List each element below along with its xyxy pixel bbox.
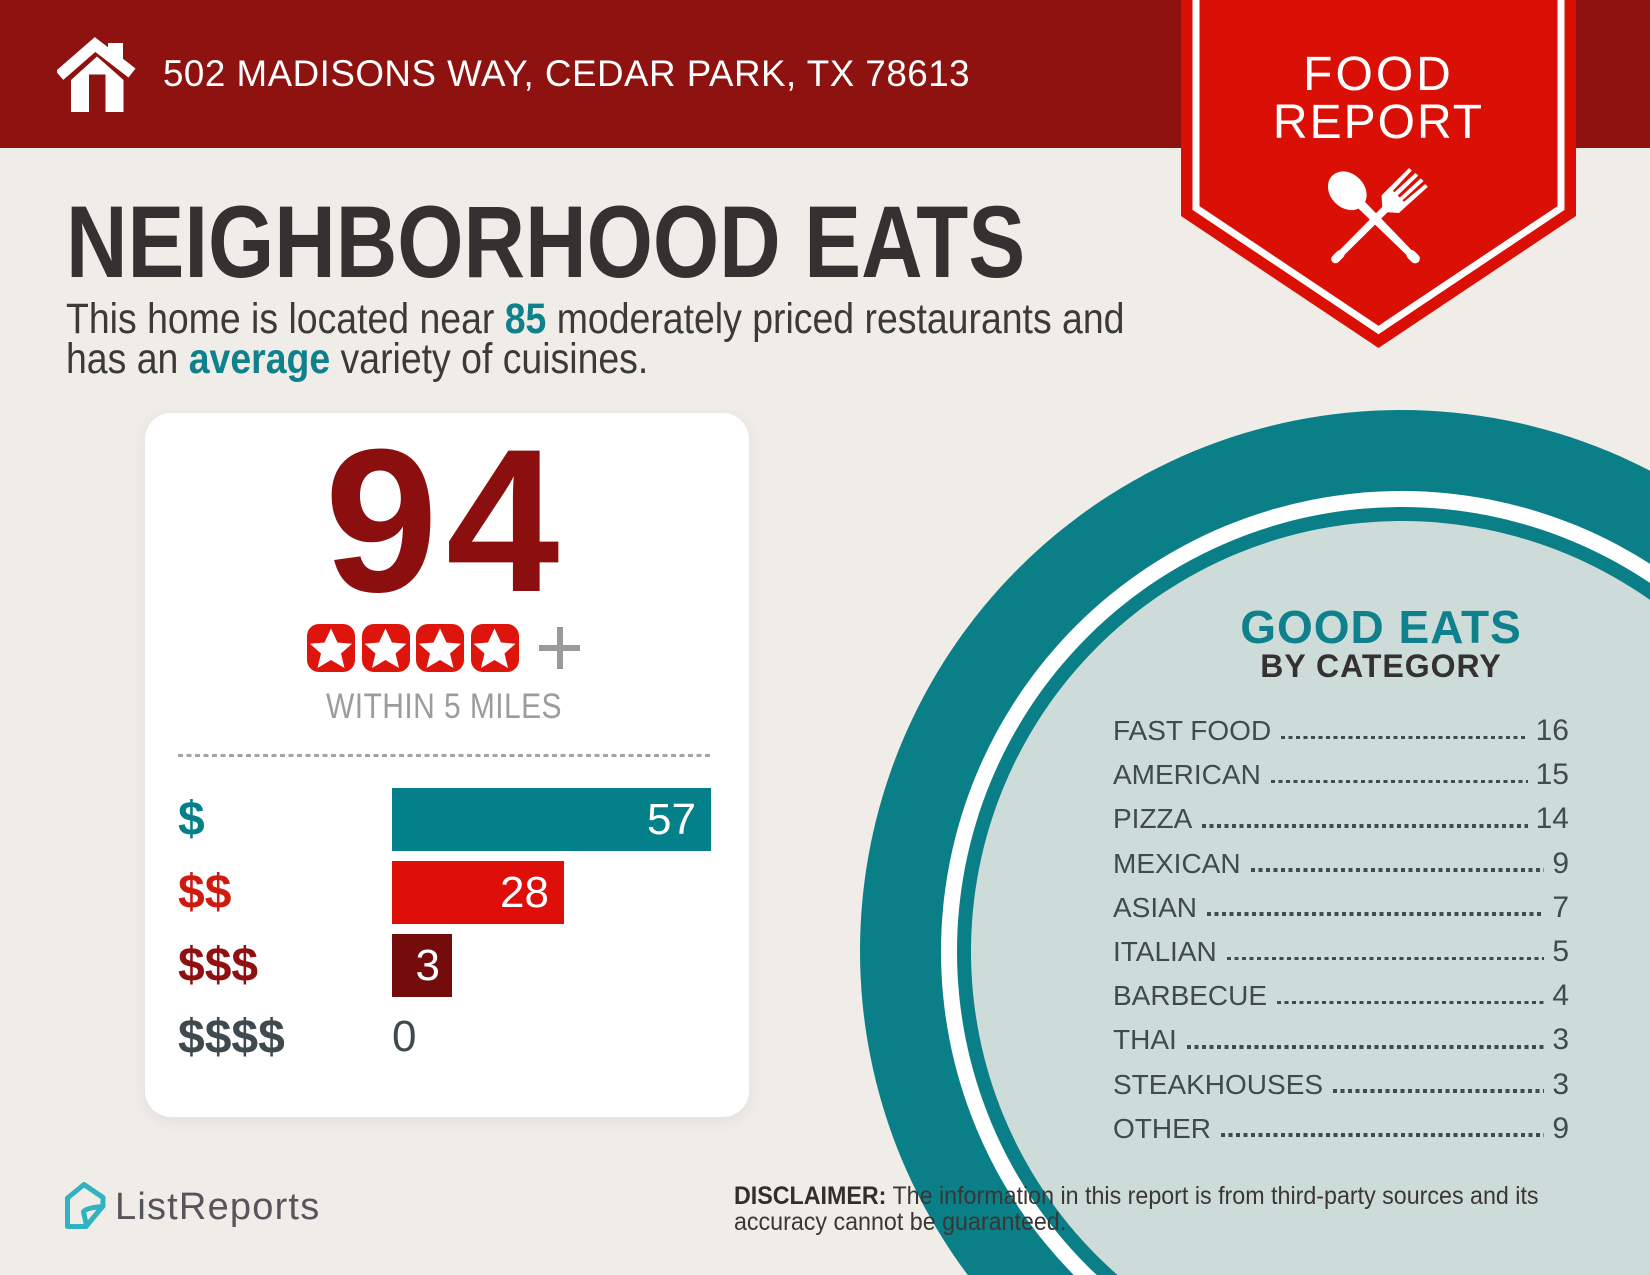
- svg-text:FOOD: FOOD: [1303, 48, 1454, 101]
- svg-text:REPORT: REPORT: [1273, 96, 1484, 149]
